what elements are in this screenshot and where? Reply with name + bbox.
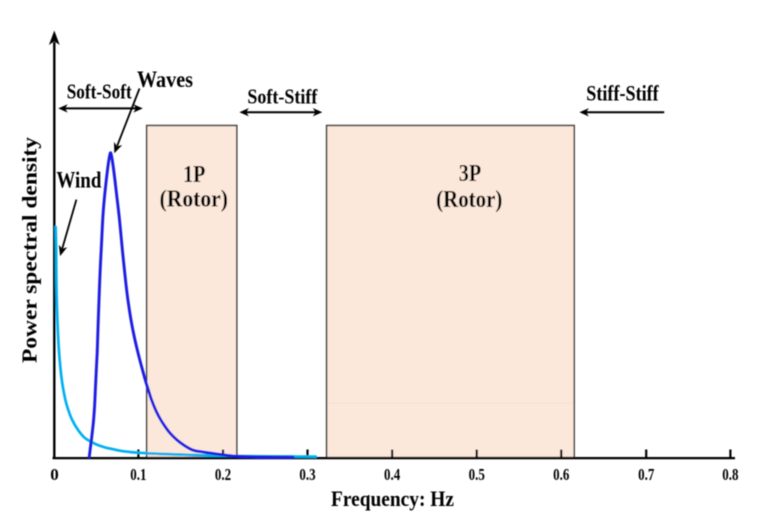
svg-text:Soft-Soft: Soft-Soft [67, 80, 132, 104]
svg-text:0: 0 [50, 465, 59, 484]
svg-text:0.1: 0.1 [130, 465, 146, 484]
svg-text:Waves: Waves [137, 67, 193, 92]
svg-text:(Rotor): (Rotor) [160, 186, 229, 212]
svg-text:(Rotor): (Rotor) [436, 187, 502, 213]
svg-text:0.5: 0.5 [469, 465, 485, 484]
svg-text:0.3: 0.3 [299, 465, 315, 484]
svg-text:3P: 3P [459, 161, 481, 187]
svg-text:Wind: Wind [56, 167, 101, 192]
svg-text:Frequency: Hz: Frequency: Hz [331, 486, 454, 511]
svg-text:Power spectral density: Power spectral density [18, 137, 42, 363]
svg-text:Soft-Stiff: Soft-Stiff [247, 84, 318, 108]
svg-text:0.8: 0.8 [722, 465, 738, 484]
svg-text:0.7: 0.7 [638, 465, 655, 484]
svg-text:0.2: 0.2 [215, 465, 231, 484]
svg-text:1P: 1P [183, 162, 205, 188]
svg-text:Stiff-Stiff: Stiff-Stiff [586, 80, 659, 105]
svg-text:0.6: 0.6 [553, 465, 569, 484]
svg-text:0.4: 0.4 [384, 465, 401, 484]
